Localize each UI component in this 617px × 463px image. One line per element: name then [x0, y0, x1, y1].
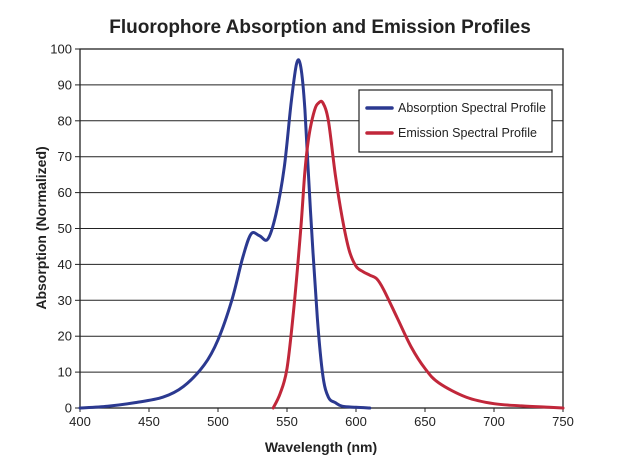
y-tick-label-90: 90 — [58, 77, 72, 92]
y-tick-label-10: 10 — [58, 365, 72, 380]
y-tick-label-80: 80 — [58, 113, 72, 128]
y-tick-label-40: 40 — [58, 257, 72, 272]
y-tick-label-60: 60 — [58, 185, 72, 200]
y-axis-label: Absorption (Normalized) — [33, 146, 49, 309]
x-axis-label: Wavelength (nm) — [265, 439, 377, 455]
x-tick-label-450: 450 — [138, 414, 160, 429]
x-tick-label-650: 650 — [414, 414, 436, 429]
series-lines — [78, 58, 565, 410]
x-tick-label-400: 400 — [69, 414, 91, 429]
y-tick-label-50: 50 — [58, 221, 72, 236]
y-tick-label-30: 30 — [58, 293, 72, 308]
legend-box — [358, 89, 553, 153]
y-axis-ticks: 0 10 20 30 40 50 60 70 80 90 100 — [50, 42, 80, 416]
x-tick-label-750: 750 — [552, 414, 574, 429]
x-tick-label-600: 600 — [345, 414, 367, 429]
absorption-series-line — [78, 58, 372, 410]
legend: Absorption Spectral Profile Emission Spe… — [358, 89, 553, 153]
y-tick-label-20: 20 — [58, 329, 72, 344]
legend-label-absorption: Absorption Spectral Profile — [398, 101, 546, 115]
y-tick-label-100: 100 — [50, 42, 72, 57]
x-tick-label-550: 550 — [276, 414, 298, 429]
x-tick-label-500: 500 — [207, 414, 229, 429]
legend-label-emission: Emission Spectral Profile — [398, 126, 537, 140]
emission-series-line — [271, 99, 565, 410]
y-tick-label-0: 0 — [65, 401, 72, 416]
y-tick-label-70: 70 — [58, 149, 72, 164]
x-tick-label-700: 700 — [483, 414, 505, 429]
x-axis-ticks: 400 450 500 550 600 650 700 750 — [69, 408, 574, 429]
gridlines — [80, 84, 563, 373]
chart-title: Fluorophore Absorption and Emission Prof… — [109, 17, 531, 38]
